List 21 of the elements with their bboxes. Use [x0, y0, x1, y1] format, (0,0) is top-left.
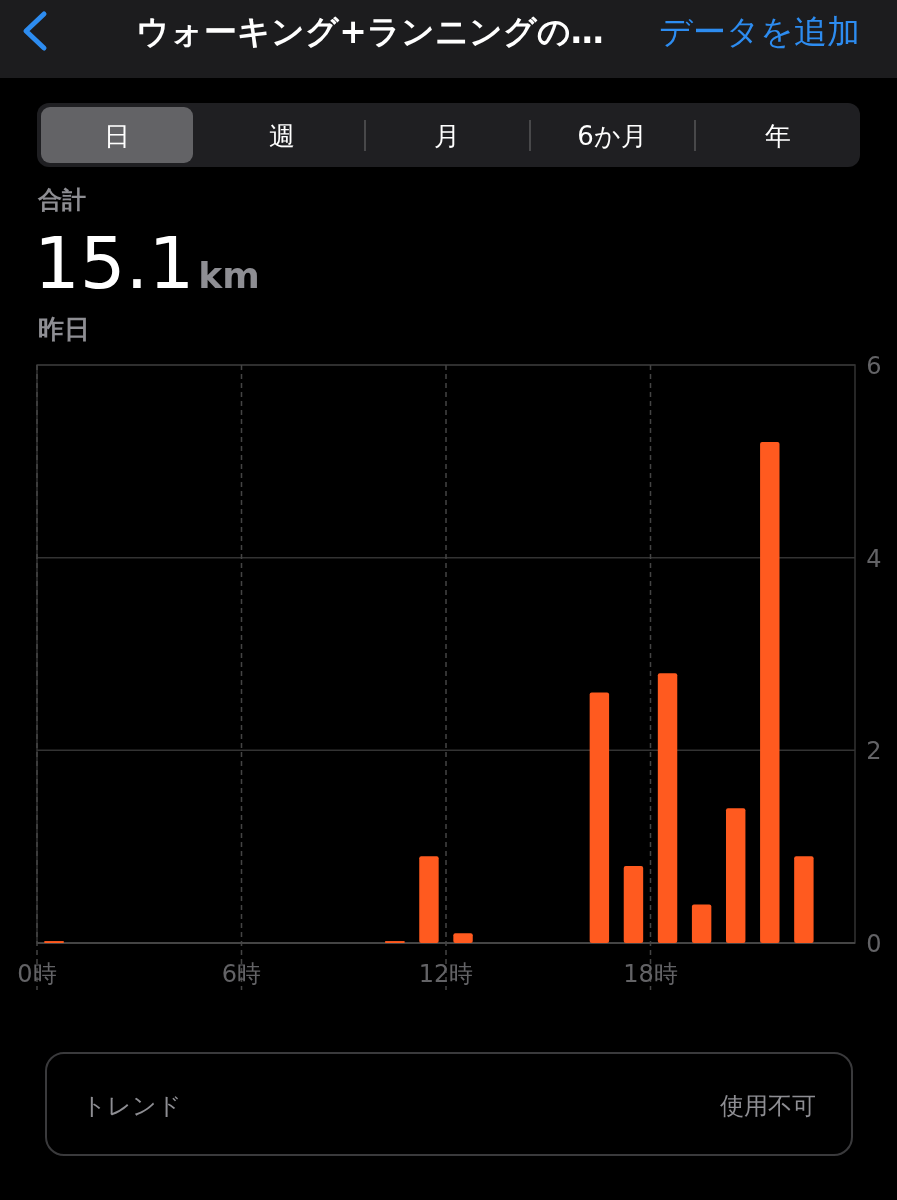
text: km [198, 255, 260, 296]
x-tick-label: 0時 [17, 960, 57, 988]
text: 6か月 [577, 121, 647, 151]
text: トレンド [82, 1092, 182, 1120]
y-tick-label: 4 [866, 544, 882, 573]
y-tick-label: 0 [866, 930, 882, 958]
text: 15.1 [34, 221, 195, 305]
text: 年 [765, 121, 791, 151]
text: 月 [434, 121, 460, 151]
chart-title: ウォーキング+ランニングの… [136, 12, 604, 51]
text: 使用不可 [720, 1092, 816, 1120]
y-tick-label: 2 [866, 737, 882, 766]
text: 日 [104, 121, 130, 151]
x-tick-label: 18時 [623, 960, 678, 988]
text: 昨日 [38, 314, 90, 344]
y-tick-label: 6 [866, 352, 882, 380]
x-tick-label: 12時 [418, 960, 474, 988]
x-tick-label: 6時 [221, 960, 262, 988]
text: データを追加 [659, 12, 860, 51]
text: 週 [269, 121, 295, 151]
text: 合計 [37, 186, 86, 214]
